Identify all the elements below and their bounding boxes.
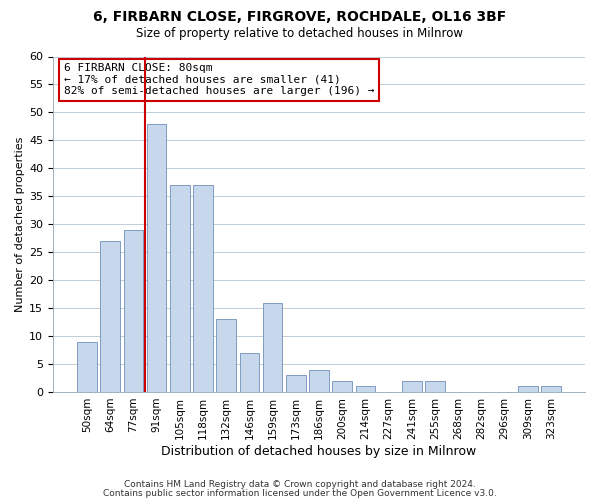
Bar <box>286 375 305 392</box>
Bar <box>541 386 561 392</box>
Bar <box>309 370 329 392</box>
X-axis label: Distribution of detached houses by size in Milnrow: Distribution of detached houses by size … <box>161 444 476 458</box>
Bar <box>193 185 213 392</box>
Text: 6, FIRBARN CLOSE, FIRGROVE, ROCHDALE, OL16 3BF: 6, FIRBARN CLOSE, FIRGROVE, ROCHDALE, OL… <box>94 10 506 24</box>
Bar <box>239 353 259 392</box>
Text: 6 FIRBARN CLOSE: 80sqm
← 17% of detached houses are smaller (41)
82% of semi-det: 6 FIRBARN CLOSE: 80sqm ← 17% of detached… <box>64 63 374 96</box>
Bar <box>263 302 283 392</box>
Text: Contains HM Land Registry data © Crown copyright and database right 2024.: Contains HM Land Registry data © Crown c… <box>124 480 476 489</box>
Bar <box>100 241 120 392</box>
Bar <box>77 342 97 392</box>
Bar <box>518 386 538 392</box>
Bar <box>332 381 352 392</box>
Bar <box>402 381 422 392</box>
Bar <box>217 320 236 392</box>
Bar <box>124 230 143 392</box>
Text: Contains public sector information licensed under the Open Government Licence v3: Contains public sector information licen… <box>103 488 497 498</box>
Bar <box>170 185 190 392</box>
Text: Size of property relative to detached houses in Milnrow: Size of property relative to detached ho… <box>137 28 464 40</box>
Bar <box>425 381 445 392</box>
Bar <box>147 124 166 392</box>
Y-axis label: Number of detached properties: Number of detached properties <box>15 136 25 312</box>
Bar <box>356 386 375 392</box>
